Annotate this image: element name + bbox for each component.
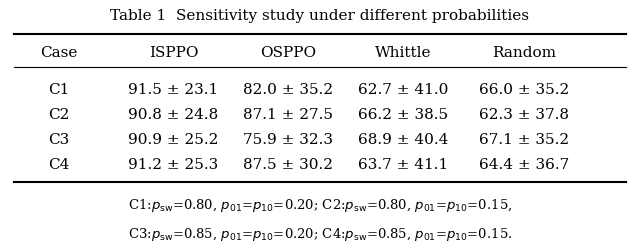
- Text: 63.7 ± 41.1: 63.7 ± 41.1: [358, 158, 448, 172]
- Text: 91.2 ± 25.3: 91.2 ± 25.3: [128, 158, 219, 172]
- Text: 64.4 ± 36.7: 64.4 ± 36.7: [479, 158, 569, 172]
- Text: 90.8 ± 24.8: 90.8 ± 24.8: [128, 108, 219, 122]
- Text: C3:$p_{\rm sw}$=0.85, $p_{01}$=$p_{10}$=0.20; C4:$p_{\rm sw}$=0.85, $p_{01}$=$p_: C3:$p_{\rm sw}$=0.85, $p_{01}$=$p_{10}$=…: [128, 225, 512, 242]
- Text: 66.0 ± 35.2: 66.0 ± 35.2: [479, 83, 569, 97]
- Text: 62.7 ± 41.0: 62.7 ± 41.0: [358, 83, 448, 97]
- Text: Case: Case: [40, 46, 77, 59]
- Text: 90.9 ± 25.2: 90.9 ± 25.2: [128, 133, 219, 147]
- Text: Random: Random: [492, 46, 556, 59]
- Text: 67.1 ± 35.2: 67.1 ± 35.2: [479, 133, 569, 147]
- Text: OSPPO: OSPPO: [260, 46, 316, 59]
- Text: C1:$p_{\rm sw}$=0.80, $p_{01}$=$p_{10}$=0.20; C2:$p_{\rm sw}$=0.80, $p_{01}$=$p_: C1:$p_{\rm sw}$=0.80, $p_{01}$=$p_{10}$=…: [128, 196, 512, 213]
- Text: 62.3 ± 37.8: 62.3 ± 37.8: [479, 108, 569, 122]
- Text: C1: C1: [48, 83, 69, 97]
- Text: 87.1 ± 27.5: 87.1 ± 27.5: [243, 108, 333, 122]
- Text: Table 1  Sensitivity study under different probabilities: Table 1 Sensitivity study under differen…: [111, 9, 529, 23]
- Text: 66.2 ± 38.5: 66.2 ± 38.5: [358, 108, 448, 122]
- Text: 68.9 ± 40.4: 68.9 ± 40.4: [358, 133, 448, 147]
- Text: 87.5 ± 30.2: 87.5 ± 30.2: [243, 158, 333, 172]
- Text: Whittle: Whittle: [374, 46, 431, 59]
- Text: C3: C3: [48, 133, 69, 147]
- Text: 75.9 ± 32.3: 75.9 ± 32.3: [243, 133, 333, 147]
- Text: 82.0 ± 35.2: 82.0 ± 35.2: [243, 83, 333, 97]
- Text: C2: C2: [48, 108, 69, 122]
- Text: C4: C4: [48, 158, 69, 172]
- Text: ISPPO: ISPPO: [148, 46, 198, 59]
- Text: 91.5 ± 23.1: 91.5 ± 23.1: [128, 83, 219, 97]
